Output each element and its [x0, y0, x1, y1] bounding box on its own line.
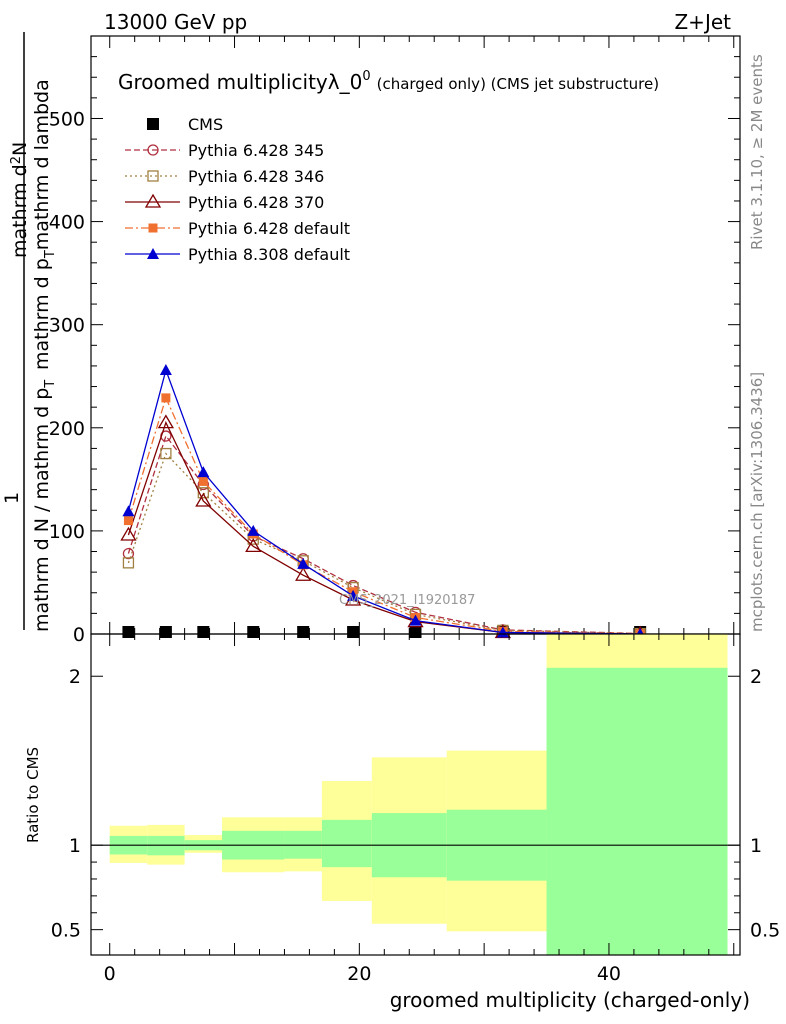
data-point — [122, 547, 135, 560]
data-point — [297, 557, 310, 569]
data-point — [159, 626, 172, 638]
rivet-label: Rivet 3.1.10, ≥ 2M events — [748, 54, 766, 250]
y-tick-label: 0 — [73, 624, 85, 646]
data-point — [160, 447, 172, 460]
ratio-y-tick-label: 2 — [750, 666, 762, 688]
legend-marker — [144, 193, 162, 208]
legend-label: Pythia 6.428 345 — [188, 141, 324, 160]
mcplots-label: mcplots.cern.ch [arXiv:1306.3436] — [748, 372, 766, 632]
watermark: CMS_2021_I1920187 — [339, 593, 475, 608]
ratio-y-tick-label: 1 — [69, 835, 81, 857]
legend-marker — [147, 118, 159, 130]
y-tick-label: 100 — [49, 521, 85, 543]
x-tick-label: 20 — [347, 963, 371, 985]
data-point — [409, 626, 422, 638]
data-point — [197, 487, 209, 499]
data-point — [120, 526, 137, 541]
y-tick-label: 500 — [49, 108, 85, 130]
legend-marker — [147, 248, 159, 259]
ylabel-top: mathrm d2N — [9, 142, 31, 258]
main-title: Groomed multiplicityλ_00 (charged only) (… — [118, 69, 659, 94]
data-point — [347, 589, 360, 601]
data-point — [122, 557, 135, 569]
data-point — [295, 566, 312, 581]
ratio-frame — [90, 633, 741, 956]
data-point — [197, 626, 210, 638]
ratio-stat-band — [546, 667, 728, 955]
data-point — [122, 505, 135, 517]
ratio-xlabel: groomed multiplicity (charged-only) — [390, 988, 750, 1012]
legend-label: Pythia 6.428 default — [188, 219, 350, 238]
legend-label: CMS — [188, 115, 223, 134]
series-5 — [122, 364, 647, 639]
y-tick-label: 300 — [49, 315, 85, 337]
data-point — [247, 524, 260, 536]
energy-label: 13000 GeV pp — [104, 10, 247, 34]
x-tick-label: 0 — [104, 963, 116, 985]
series-line — [127, 452, 641, 635]
ratio-y-tick-label: 2 — [69, 666, 81, 688]
ratio-panel: 0.5 0.51 12 20 20 40 Ratio to CMS groomed mul… — [24, 633, 780, 1012]
data-point — [157, 414, 175, 429]
data-point — [297, 626, 310, 638]
legend-marker — [148, 223, 158, 233]
y-tick-label: 200 — [49, 418, 85, 440]
data-point — [245, 538, 262, 553]
data-point — [198, 476, 208, 486]
data-point — [496, 626, 509, 638]
data-point — [159, 364, 172, 376]
data-point — [409, 614, 422, 626]
legend-marker — [147, 170, 159, 182]
main-ylabel: 1 mathrm d2N mathrm d N / mathrm d pT ma… — [1, 32, 58, 632]
y-tick-label: 400 — [49, 212, 85, 234]
legend: CMS Pythia 6.428 345 Pythia 6.428 346 Pythi… — [125, 115, 350, 264]
ratio-ylabel: Ratio to CMS — [24, 747, 42, 843]
x-tick-label: 40 — [597, 963, 621, 985]
main-series — [120, 364, 649, 640]
data-point — [247, 626, 260, 638]
ratio-y-tick-label: 0.5 — [750, 920, 780, 942]
data-point — [347, 626, 360, 638]
ratio-ticks: 0.5 0.51 12 20 20 40 — [51, 634, 780, 985]
data-point — [195, 492, 212, 507]
process-label: Z+Jet — [674, 10, 731, 34]
legend-marker — [147, 144, 159, 156]
series-line — [127, 396, 641, 635]
ylabel-numerator: 1 — [1, 492, 23, 504]
ratio-stat-band — [321, 819, 372, 868]
main-ticks: 0 100 200 300 400 500 — [49, 36, 740, 646]
data-point — [122, 626, 135, 638]
data-point — [197, 466, 210, 478]
data-point — [123, 516, 133, 526]
data-point — [161, 393, 171, 403]
ratio-y-tick-label: 1 — [750, 835, 762, 857]
ylabel-bottom-den: mathrm d pTmathrm d lambda — [31, 79, 58, 370]
main-panel: 0 100 200 300 400 500 CMS_2021_I1920187 — [49, 35, 741, 646]
ratio-y-tick-label: 0.5 — [51, 920, 81, 942]
ratio-bands — [109, 634, 728, 955]
legend-label: Pythia 6.428 346 — [188, 167, 324, 186]
legend-label: Pythia 8.308 default — [188, 245, 350, 264]
legend-label: Pythia 6.428 370 — [188, 193, 324, 212]
ylabel-top-den: mathrm d N / mathrm d pT — [31, 380, 58, 632]
